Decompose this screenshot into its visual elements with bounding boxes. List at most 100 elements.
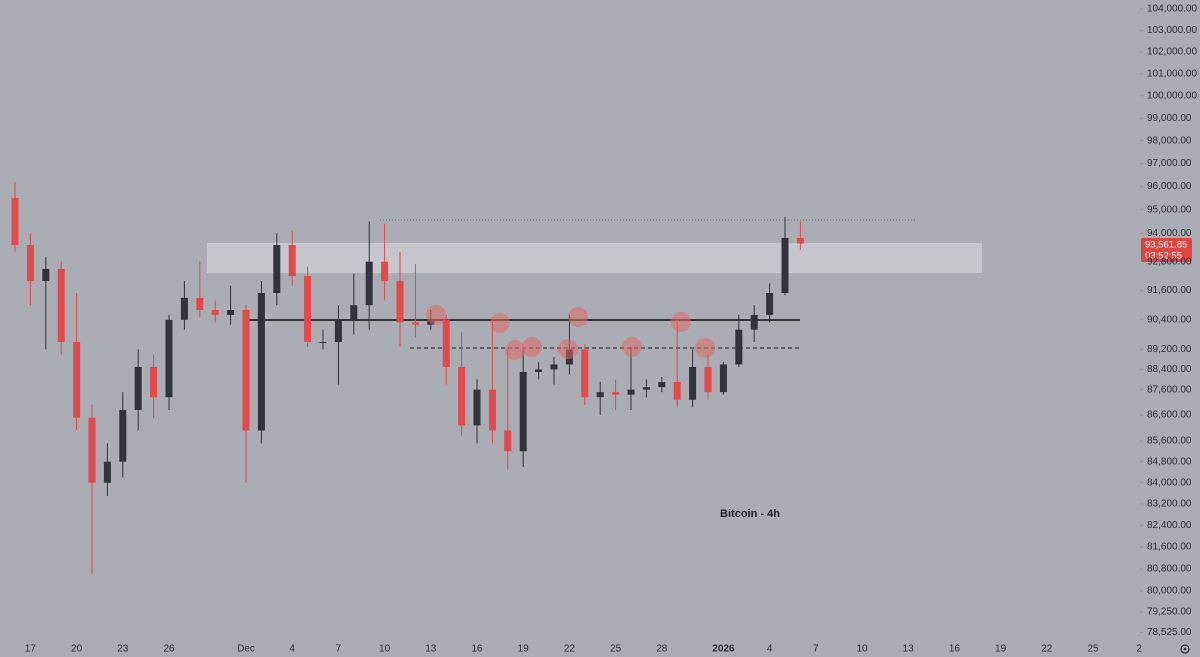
candle-body [365, 261, 373, 306]
candle-body [689, 366, 697, 400]
touch-marker [671, 312, 691, 332]
candle-body [673, 382, 681, 400]
candle-body [150, 366, 158, 398]
candle-body [165, 319, 173, 398]
settings-icon[interactable] [1180, 644, 1190, 654]
candle-body [381, 261, 389, 281]
candle-body [458, 366, 466, 426]
y-tick-label: 90,400.00 [1147, 314, 1192, 325]
y-tick-label: 79,250.00 [1147, 606, 1192, 617]
y-tick-label: 97,000.00 [1147, 158, 1192, 169]
y-tick-label: 95,000.00 [1147, 204, 1192, 215]
x-tick-label: 7 [813, 644, 819, 655]
y-tick-label: 103,000.00 [1147, 25, 1197, 36]
candle-body [319, 342, 327, 344]
candle-body [227, 310, 235, 315]
y-tick-label: 99,000.00 [1147, 113, 1192, 124]
candle-body [350, 305, 358, 320]
y-tick-label: 83,200.00 [1147, 499, 1192, 510]
candles [11, 181, 804, 575]
candle-body [196, 297, 204, 311]
price-tag-box [1141, 238, 1192, 262]
y-tick-label: 85,600.00 [1147, 435, 1192, 446]
x-tick-label: 4 [767, 644, 773, 655]
touch-marker [622, 337, 642, 357]
x-tick-label: 10 [856, 644, 868, 655]
x-tick-label: 25 [1087, 644, 1099, 655]
candle-body [257, 292, 265, 431]
x-tick-label: 23 [117, 644, 129, 655]
x-tick-label: 25 [610, 644, 622, 655]
touch-markers [426, 305, 715, 360]
candle-body [119, 409, 127, 462]
touch-marker [490, 313, 510, 333]
candle-body [750, 314, 758, 330]
candle-body [781, 237, 789, 293]
y-tick-label: 104,000.00 [1147, 4, 1197, 15]
candle-body [411, 322, 419, 325]
y-tick-label: 82,400.00 [1147, 520, 1192, 531]
candle-body [242, 310, 250, 431]
x-tick-label: 22 [1041, 644, 1053, 655]
candle-body [304, 276, 312, 343]
candle-body [396, 280, 404, 323]
candle-body [704, 366, 712, 393]
y-tick-label: 94,000.00 [1147, 228, 1192, 239]
price-tag: 93,561.85 03:52:55 [1141, 238, 1192, 262]
x-tick-label: 4 [289, 644, 295, 655]
candle-body [88, 417, 96, 483]
candle-body [719, 364, 727, 393]
x-tick-label: 13 [425, 644, 437, 655]
candle-body [612, 392, 620, 395]
touch-marker [558, 339, 578, 359]
x-tick-label: 13 [903, 644, 915, 655]
y-tick-label: 80,000.00 [1147, 586, 1192, 597]
x-tick-label: Dec [237, 644, 255, 655]
x-tick-label: 22 [564, 644, 576, 655]
y-tick-label: 88,400.00 [1147, 364, 1192, 375]
candle-body [642, 387, 650, 390]
x-tick-label: 19 [995, 644, 1007, 655]
y-tick-label: 98,000.00 [1147, 135, 1192, 146]
y-tick-label: 101,000.00 [1147, 69, 1197, 80]
candle-body [550, 364, 558, 370]
touch-marker [522, 337, 542, 357]
y-tick-label: 80,800.00 [1147, 564, 1192, 575]
x-tick-label: 16 [471, 644, 483, 655]
candle-body [73, 342, 81, 418]
y-tick-label: 92,800.00 [1147, 256, 1192, 267]
candle-body [26, 245, 34, 281]
candle-body [57, 268, 65, 343]
candle-body [180, 297, 188, 320]
y-tick-label: 81,600.00 [1147, 542, 1192, 553]
candle-body [103, 461, 111, 483]
x-tick-label: 2026 [712, 644, 735, 655]
chart-title: Bitcoin - 4h [720, 508, 780, 520]
settings-icon-dot[interactable] [1183, 647, 1187, 651]
candle-body [442, 319, 450, 367]
candle-body [288, 245, 296, 277]
x-tick-label: 17 [25, 644, 37, 655]
y-tick-label: 78,525.00 [1147, 627, 1192, 638]
y-tick-label: 100,000.00 [1147, 91, 1197, 102]
candle-body [519, 371, 527, 452]
y-tick-label: 87,600.00 [1147, 384, 1192, 395]
x-tick-label: 16 [949, 644, 961, 655]
candle-body [42, 268, 50, 281]
settings-icon-ring[interactable] [1180, 644, 1190, 654]
candle-body [596, 392, 604, 398]
y-tick-label: 89,200.00 [1147, 344, 1192, 355]
x-tick-label: 26 [163, 644, 175, 655]
candle-body [488, 389, 496, 431]
candle-body [535, 369, 543, 372]
candle-body [473, 389, 481, 426]
candle-body [581, 349, 589, 398]
x-tick-label: 20 [71, 644, 83, 655]
x-tick-label: 2 [1136, 644, 1142, 655]
y-tick-label: 84,000.00 [1147, 477, 1192, 488]
countdown: 03:52:55 [1145, 251, 1182, 262]
touch-marker [426, 305, 446, 325]
candle-body [504, 430, 512, 452]
